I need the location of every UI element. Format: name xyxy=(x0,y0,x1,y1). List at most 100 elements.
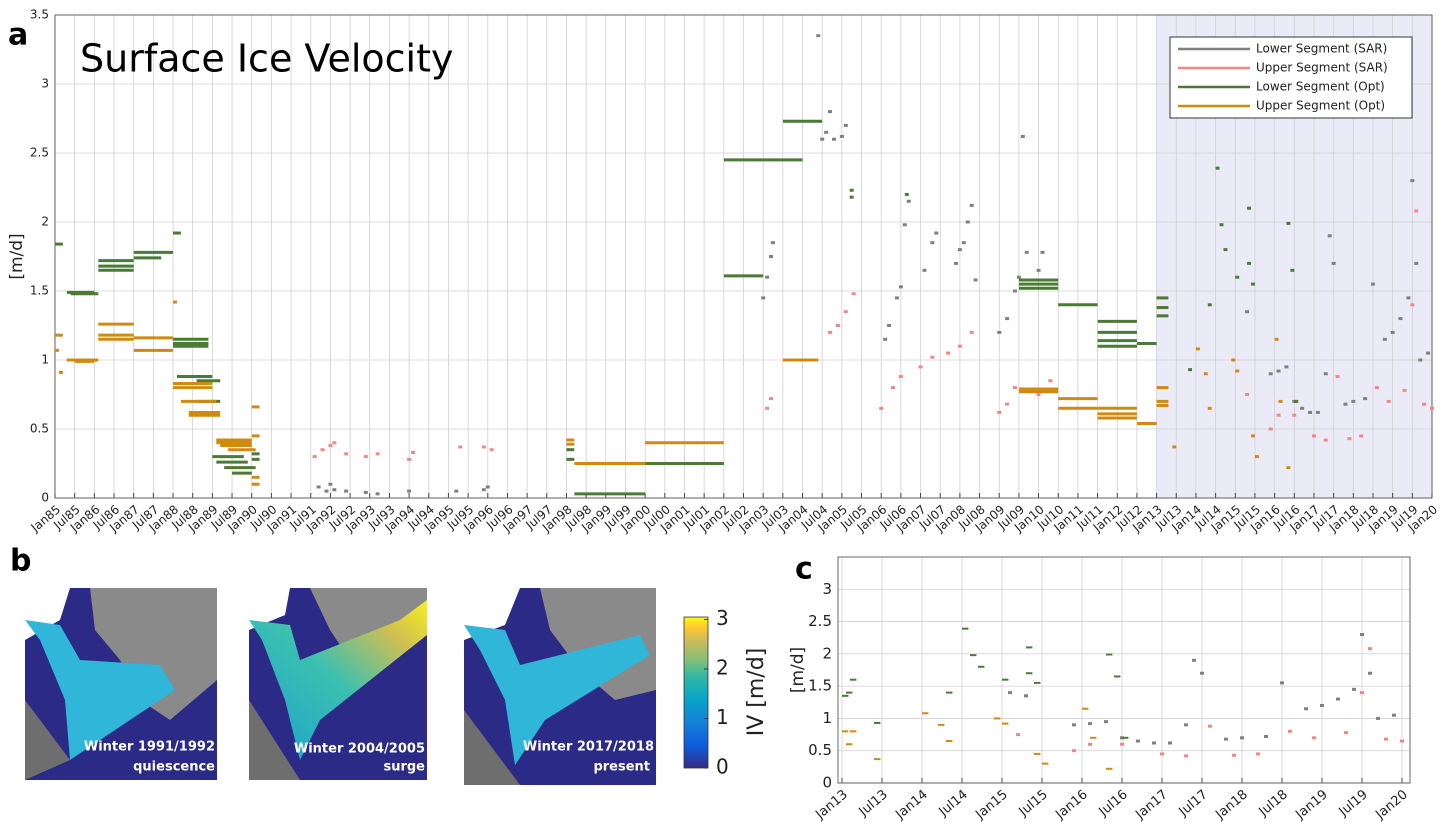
sar-point xyxy=(1280,681,1284,684)
sar-point xyxy=(840,135,844,138)
colorbar xyxy=(684,617,708,768)
sar-point xyxy=(1005,403,1009,406)
sar-point xyxy=(1160,752,1164,755)
sar-point xyxy=(1088,743,1092,746)
x-tick-label: Jan17 xyxy=(1132,787,1170,823)
sar-point xyxy=(836,324,840,327)
legend-label: Lower Segment (SAR) xyxy=(1256,42,1387,56)
y-tick-label: 0.5 xyxy=(30,422,49,436)
sar-point xyxy=(1037,269,1041,272)
map-caption: Winter 1991/1992 xyxy=(84,740,215,755)
sar-point xyxy=(962,241,966,244)
sar-point xyxy=(954,262,958,265)
sar-point xyxy=(376,452,380,455)
x-tick-label: Jan15 xyxy=(972,787,1010,823)
sar-point xyxy=(1008,691,1012,694)
sar-point xyxy=(1351,400,1355,403)
panel-label: b xyxy=(10,544,31,579)
sar-point xyxy=(970,204,974,207)
sar-point xyxy=(958,248,962,251)
sar-point xyxy=(1414,262,1418,265)
sar-point xyxy=(317,485,321,488)
sar-point xyxy=(899,285,903,288)
sar-point xyxy=(771,241,775,244)
sar-point xyxy=(1245,310,1249,313)
plot-frame xyxy=(838,557,1410,783)
sar-point xyxy=(934,232,938,235)
x-tick-label: Jul15 xyxy=(1016,787,1051,820)
panel-label: a xyxy=(8,18,28,53)
sar-point xyxy=(1376,717,1380,720)
sar-point xyxy=(832,138,836,141)
sar-point xyxy=(1304,707,1308,710)
sar-point xyxy=(1005,317,1009,320)
sar-point xyxy=(344,452,348,455)
panel-label: c xyxy=(795,552,813,587)
colorbar-tick-label: 1 xyxy=(716,705,729,729)
sar-point xyxy=(879,407,883,410)
sar-point xyxy=(1284,365,1288,368)
sar-point xyxy=(828,110,832,113)
x-tick-label: Jul17 xyxy=(1176,787,1211,820)
sar-point xyxy=(1383,338,1387,341)
sar-point xyxy=(974,278,978,281)
sar-point xyxy=(1152,741,1156,744)
sar-point xyxy=(1430,407,1434,410)
y-tick-label: 0 xyxy=(41,491,49,505)
y-tick-label: 0.5 xyxy=(808,741,832,759)
sar-point xyxy=(1332,262,1336,265)
sar-point xyxy=(1021,135,1025,138)
legend-label: Upper Segment (SAR) xyxy=(1256,61,1388,75)
sar-point xyxy=(1391,331,1395,334)
colorbar-tick-label: 2 xyxy=(716,655,729,679)
y-tick-label: 0 xyxy=(822,774,832,792)
sar-point xyxy=(328,483,332,486)
sar-point xyxy=(966,221,970,224)
sar-point xyxy=(1184,723,1188,726)
sar-point xyxy=(313,455,317,458)
y-axis-label: [m/d] xyxy=(7,233,27,279)
sar-point xyxy=(364,491,368,494)
legend-label: Lower Segment (Opt) xyxy=(1256,80,1385,94)
sar-point xyxy=(364,455,368,458)
sar-point xyxy=(1104,720,1108,723)
sar-point xyxy=(930,356,934,359)
sar-point xyxy=(1025,251,1029,254)
figure: a b c Winter 1991/1992 quiescence Winter… xyxy=(0,0,1454,837)
sar-point xyxy=(1347,437,1351,440)
x-tick-label: Jan14 xyxy=(892,787,930,823)
sar-point xyxy=(1324,439,1328,442)
sar-point xyxy=(1264,735,1268,738)
sar-point xyxy=(765,407,769,410)
map-phase: present xyxy=(593,760,650,775)
sar-point xyxy=(1017,276,1021,279)
x-tick-label: Jan20 xyxy=(1372,787,1410,823)
sar-point xyxy=(1013,290,1017,293)
sar-point xyxy=(1288,730,1292,733)
y-tick-label: 1.5 xyxy=(30,284,49,298)
sar-point xyxy=(887,324,891,327)
sar-point xyxy=(332,441,336,444)
sar-point xyxy=(1184,754,1188,757)
sar-point xyxy=(1277,370,1281,373)
sar-point xyxy=(903,223,907,226)
sar-point xyxy=(1336,375,1340,378)
colorbar-tick-label: 0 xyxy=(716,755,729,779)
sar-point xyxy=(899,375,903,378)
sar-point xyxy=(324,490,328,493)
colorbar-label: IV [m/d] xyxy=(744,648,769,737)
sar-point xyxy=(824,131,828,134)
sar-point xyxy=(1292,414,1296,417)
sar-point xyxy=(1344,731,1348,734)
sar-point xyxy=(1368,647,1372,650)
x-tick-label: Jul14 xyxy=(936,787,971,820)
sar-point xyxy=(1245,393,1249,396)
sar-point xyxy=(1371,283,1375,286)
sar-point xyxy=(1269,372,1273,375)
map-phase: surge xyxy=(383,760,425,775)
map-phase: quiescence xyxy=(133,760,215,775)
sar-point xyxy=(1418,359,1422,362)
x-tick-label: Jul16 xyxy=(1096,787,1131,820)
sar-point xyxy=(482,488,486,491)
chart-title: Surface Ice Velocity xyxy=(80,37,453,81)
